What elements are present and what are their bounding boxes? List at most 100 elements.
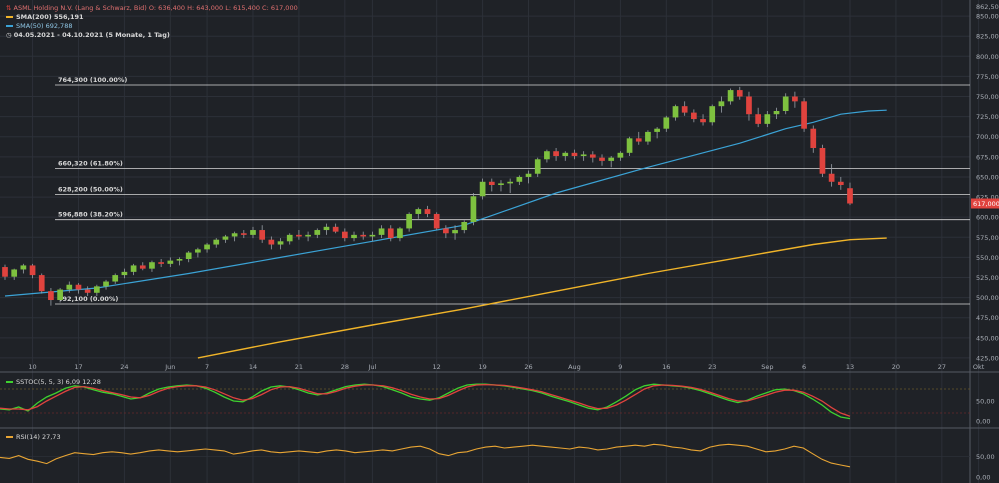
ohlc-readout: O: 636,400 H: 643,000 L: 615,400 C: 617,… [148,4,298,12]
y-tick-label: 450,000 [976,334,999,342]
stoch-swatch [6,381,13,383]
y-tick-label: 425,000 [976,354,999,362]
candle-body [112,275,119,282]
y-tick-label: 675,000 [976,153,999,161]
candle-body [553,151,559,157]
candle-body [286,234,293,242]
candle-body [231,233,238,237]
candle-body [38,275,45,292]
candle-body [424,209,431,214]
candle-body [847,188,853,204]
candle-body [222,236,229,240]
x-tick-label: Okt [973,363,985,371]
candle-body [332,226,339,232]
candle-body [691,112,697,120]
candle-body [544,151,550,160]
candle-body [479,181,486,197]
candle-body [672,106,679,118]
candle-body [149,262,155,269]
sma50-line [4,109,887,297]
candle-body [84,289,91,293]
candle-body [534,159,541,174]
candle-body [341,231,348,239]
candle-body [782,96,789,111]
candle-body [599,157,605,161]
candle-body [727,90,734,102]
y-tick-label: 725,000 [976,113,999,121]
last-price-box [971,198,999,209]
candle-body [461,222,468,231]
rsi-y-tick: 50,00 [976,453,995,461]
candle-body [139,265,146,269]
stoch-legend: SSTOC(5, 5, 3) 6,09 12,28 [6,378,101,386]
candle-body [397,228,403,239]
x-tick-label: Aug [568,363,581,371]
stoch-d-line [0,383,851,417]
x-tick-label: 19 [478,363,486,371]
candle-body [130,265,137,272]
stoch-title: SSTOC(5, 5, 3) 6,09 12,28 [16,378,101,386]
candle-body [645,131,651,142]
candle-body [121,271,128,276]
candle-body [755,114,761,124]
candle-body [498,183,504,185]
candle-body [240,233,247,235]
candle-body [204,244,210,250]
candle-body [176,259,183,261]
candle-body [29,265,36,276]
y-tick-label: 600,000 [976,214,999,222]
x-tick-label: 10 [28,363,36,371]
rsi-legend: RSI(14) 27,73 [6,433,61,441]
candle-body [589,154,596,158]
candle-body [11,269,18,277]
rsi-y-tick: 0,00 [976,474,990,482]
candle-body [470,196,477,222]
y-tick-label: 775,000 [976,73,999,81]
x-tick-label: Sep [761,363,773,371]
candle-body [305,234,311,237]
x-tick-label: 26 [524,363,532,371]
sma50-swatch [6,25,13,27]
candle-body [277,241,284,245]
candle-body [819,148,826,174]
candle-body [837,181,844,185]
candle-body [259,230,266,240]
x-tick-label: 6 [802,363,806,371]
candle-body [185,252,192,259]
rsi-line [0,443,851,468]
candle-body [654,128,660,132]
y-tick-label: 650,000 [976,173,999,181]
candle-body [571,152,578,157]
x-tick-label: 17 [74,363,82,371]
y-tick-label: 500,000 [976,294,999,302]
candle-body [746,96,752,115]
candle-body [626,138,633,153]
candle-body [488,181,495,185]
y-tick-label: 825,000 [976,33,999,41]
sma200-swatch [6,16,13,18]
candle-body [452,230,458,234]
candle-body [792,96,798,102]
y-tick-label: 750,000 [976,93,999,101]
candle-body [617,152,624,158]
sma200-line [197,237,887,359]
fib-level-label: 660,320 (61.80%) [58,160,123,168]
candle-body [351,234,357,239]
x-tick-label: 20 [892,363,900,371]
candle-body [764,114,771,124]
y-tick-label: 700,000 [976,133,999,141]
instrument-legend: ⇅ ASML Holding N.V. (Lang & Schwarz, Bid… [6,4,298,12]
sma50-label: SMA(50) 692,788 [16,22,73,30]
candle-body [387,228,394,239]
candle-body [580,154,587,157]
clock-icon: ◷ [6,31,12,39]
date-range: 04.05.2021 - 04.10.2021 (5 Monate, 1 Tag… [13,31,170,39]
candle-body [158,262,164,264]
candle-body [801,101,807,129]
candle-body [516,176,523,182]
y-tick-label: 625,000 [976,194,999,202]
candle-body [681,106,688,113]
candle-body [608,157,615,161]
x-tick-label: 16 [662,363,670,371]
candle-body [562,152,569,157]
